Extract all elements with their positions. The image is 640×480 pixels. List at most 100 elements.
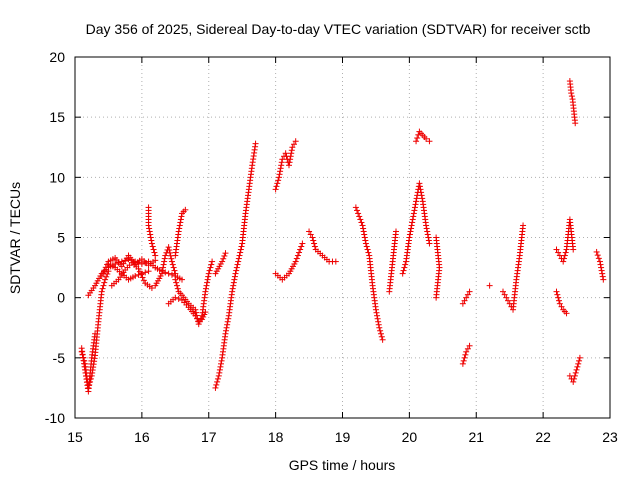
data-point-marker — [171, 267, 178, 274]
data-point-marker — [461, 297, 468, 304]
data-point-marker — [568, 93, 575, 100]
data-point-marker — [462, 351, 469, 358]
data-point-marker — [418, 189, 425, 196]
data-point-marker — [555, 249, 562, 256]
data-point-marker — [413, 138, 420, 145]
data-point-marker — [232, 270, 239, 277]
data-point-marker — [172, 276, 179, 283]
data-point-marker — [202, 285, 209, 292]
data-point-marker — [409, 219, 416, 226]
x-tick-label: 23 — [602, 429, 618, 445]
data-point-marker — [216, 366, 223, 373]
data-point-marker — [400, 267, 407, 274]
data-point-marker — [310, 237, 317, 244]
data-point-marker — [416, 183, 423, 190]
data-point-marker — [599, 270, 606, 277]
data-point-marker — [272, 186, 279, 193]
data-point-marker — [296, 249, 303, 256]
x-tick-label: 18 — [268, 429, 284, 445]
y-tick-label: -5 — [53, 350, 66, 366]
data-point-marker — [288, 147, 295, 154]
data-point-marker — [208, 261, 215, 268]
data-point-marker — [414, 135, 421, 142]
data-point-marker — [142, 269, 149, 276]
data-point-marker — [148, 285, 155, 292]
data-point-marker — [500, 288, 506, 295]
data-point-marker — [556, 297, 563, 304]
data-point-marker — [464, 291, 471, 298]
x-axis-label: GPS time / hours — [289, 457, 396, 473]
data-point-marker — [571, 375, 578, 382]
data-point-marker — [101, 279, 108, 286]
data-point-marker — [292, 258, 299, 265]
data-point-marker — [361, 234, 368, 241]
data-point-marker — [206, 267, 213, 274]
data-point-marker — [170, 264, 177, 271]
data-point-marker — [222, 250, 229, 257]
data-point-marker — [220, 255, 227, 262]
data-point-marker — [237, 249, 244, 256]
data-point-marker — [393, 228, 399, 235]
data-point-marker — [353, 207, 360, 214]
data-point-marker — [182, 206, 189, 213]
data-point-marker — [598, 267, 605, 274]
data-point-marker — [556, 300, 563, 307]
data-point-marker — [168, 258, 175, 265]
data-point-marker — [235, 258, 242, 265]
data-point-marker — [162, 252, 169, 259]
x-tick-label: 16 — [134, 429, 150, 445]
data-point-marker — [360, 228, 367, 235]
data-point-marker — [417, 186, 424, 193]
data-point-marker — [98, 273, 105, 280]
data-point-marker — [466, 342, 473, 349]
data-point-marker — [151, 249, 158, 256]
data-point-marker — [419, 195, 426, 202]
data-point-marker — [433, 294, 440, 301]
data-point-marker — [219, 258, 226, 265]
data-point-marker — [410, 210, 417, 217]
data-point-marker — [297, 246, 304, 253]
data-point-marker — [558, 303, 565, 310]
data-point-marker — [362, 240, 369, 247]
data-point-marker — [560, 258, 567, 265]
data-point-marker — [177, 219, 184, 226]
data-point-marker — [136, 268, 143, 275]
data-point-marker — [406, 234, 413, 241]
y-tick-label: 5 — [57, 230, 65, 246]
data-point-marker — [459, 360, 466, 367]
data-point-marker — [276, 171, 283, 178]
data-point-marker — [597, 261, 604, 268]
data-point-marker — [104, 271, 111, 278]
data-point-marker — [598, 264, 605, 271]
data-point-marker — [193, 309, 200, 316]
data-point-marker — [375, 321, 382, 328]
data-point-marker — [176, 222, 183, 229]
data-point-marker — [161, 258, 168, 265]
data-point-marker — [406, 231, 413, 238]
data-point-marker — [233, 264, 240, 271]
data-point-marker — [377, 330, 384, 337]
data-point-marker — [234, 261, 241, 268]
data-point-marker — [570, 378, 577, 385]
data-point-marker — [235, 255, 242, 262]
data-point-marker — [423, 222, 430, 229]
data-point-marker — [146, 225, 153, 232]
data-point-marker — [152, 252, 159, 259]
data-point-marker — [486, 282, 493, 289]
data-point-marker — [102, 264, 109, 271]
data-point-marker — [599, 273, 606, 280]
data-point-marker — [311, 240, 318, 247]
data-point-marker — [306, 228, 313, 235]
data-point-marker — [204, 276, 211, 283]
data-point-marker — [572, 120, 579, 127]
data-point-marker — [364, 246, 371, 253]
data-point-marker — [212, 384, 219, 391]
data-point-marker — [178, 213, 185, 220]
x-tick-labels: 15 16 17 18 19 20 21 22 23 — [67, 429, 618, 445]
data-point-marker — [221, 252, 228, 259]
data-point-marker — [553, 246, 560, 253]
data-point-marker — [168, 271, 175, 278]
data-point-marker — [213, 381, 220, 388]
x-tick-label: 21 — [468, 429, 484, 445]
